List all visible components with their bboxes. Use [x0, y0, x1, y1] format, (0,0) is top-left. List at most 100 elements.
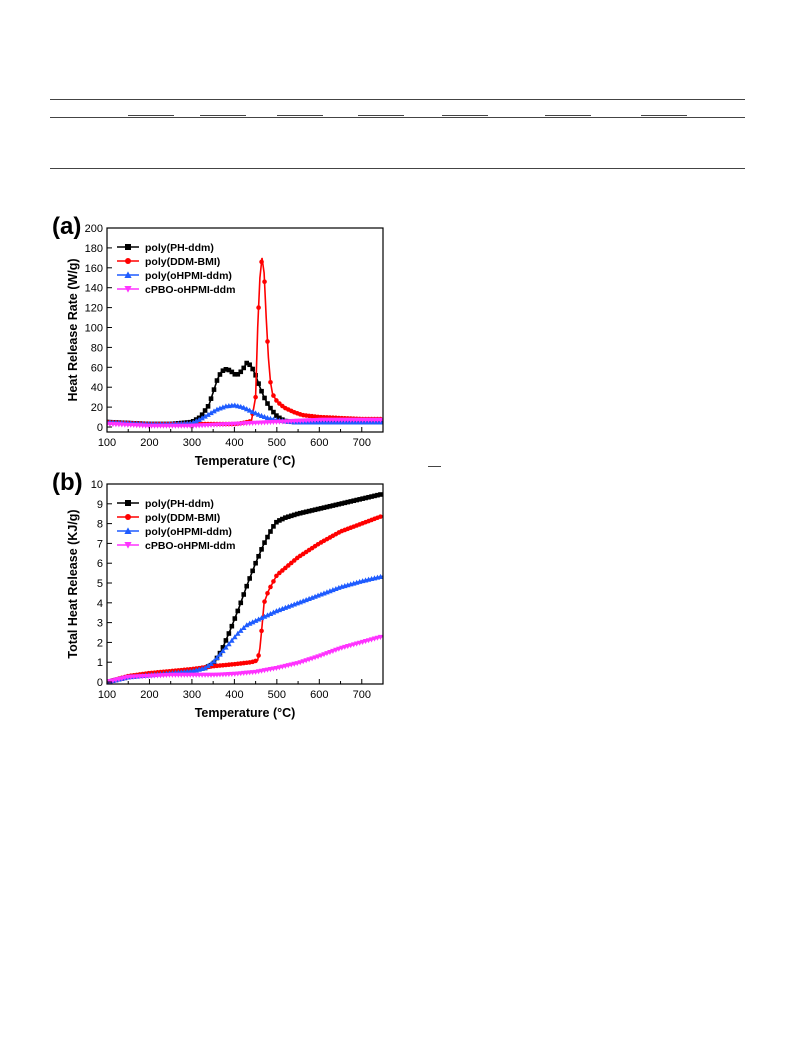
x-tick-label: 500: [268, 437, 286, 449]
data-point: [253, 560, 258, 566]
legend-label: poly(PH-ddm): [145, 242, 214, 254]
data-point: [303, 658, 309, 664]
data-point: [249, 619, 256, 625]
data-point: [274, 573, 279, 579]
y-tick-label: 20: [91, 402, 103, 414]
table-column-rule: [277, 115, 323, 116]
data-point: [235, 630, 241, 636]
legend-marker: [125, 500, 131, 506]
data-point: [196, 416, 202, 422]
data-point: [372, 493, 377, 499]
data-point: [303, 509, 309, 515]
y-tick-label: 0: [97, 677, 103, 689]
data-point: [330, 648, 336, 654]
data-point: [378, 514, 383, 519]
x-tick-label: 200: [140, 689, 158, 701]
x-tick-label: 700: [353, 689, 371, 701]
data-point: [280, 516, 285, 522]
data-point: [250, 568, 255, 574]
x-tick-label: 600: [310, 437, 328, 449]
data-point: [244, 360, 249, 366]
data-point: [265, 339, 270, 344]
data-point: [267, 610, 274, 617]
data-point: [321, 505, 327, 510]
data-point: [241, 365, 247, 371]
data-point: [309, 508, 315, 513]
data-point: [235, 608, 241, 614]
y-tick-label: 5: [97, 578, 103, 590]
table-column-rule: [641, 115, 687, 116]
y-tick-label: 7: [97, 538, 103, 550]
data-point: [241, 592, 247, 597]
data-point: [232, 616, 238, 621]
table-column-rule: [358, 115, 404, 116]
data-point: [300, 659, 306, 665]
data-point: [268, 405, 273, 411]
data-point: [259, 547, 264, 552]
data-point: [306, 657, 312, 663]
data-point: [217, 372, 223, 377]
data-point: [324, 651, 330, 657]
data-point: [351, 498, 357, 504]
data-point: [258, 615, 265, 621]
data-point: [217, 651, 223, 657]
x-tick-label: 100: [98, 437, 116, 449]
data-point: [330, 503, 336, 508]
legend-label: cPBO-oHPMI-ddm: [145, 284, 235, 296]
data-point: [324, 504, 330, 510]
data-point: [271, 393, 276, 398]
data-point: [312, 655, 318, 661]
series-group: [107, 417, 383, 429]
data-point: [377, 573, 383, 579]
data-point: [312, 507, 318, 513]
data-point: [249, 408, 256, 414]
y-tick-label: 80: [91, 342, 103, 354]
data-point: [247, 362, 252, 368]
legend-marker: [124, 271, 132, 278]
y-tick-label: 100: [85, 323, 103, 335]
data-point: [262, 279, 267, 285]
table-bottom-rule: [50, 168, 745, 169]
data-point: [274, 413, 279, 418]
data-point: [315, 654, 321, 660]
data-point: [256, 305, 261, 310]
data-point: [339, 501, 345, 506]
data-point: [258, 412, 265, 418]
x-axis-title: Temperature (°C): [195, 454, 296, 468]
y-tick-label: 40: [91, 382, 103, 394]
data-point: [294, 511, 300, 517]
table-column-rule: [442, 115, 488, 116]
data-point: [336, 646, 342, 652]
legend-marker: [124, 527, 132, 534]
plot-frame: [106, 483, 384, 685]
data-point: [377, 634, 383, 640]
data-point: [240, 625, 247, 631]
y-tick-label: 4: [97, 598, 103, 610]
legend-marker: [124, 286, 132, 293]
x-tick-label: 600: [310, 689, 328, 701]
y-axis-title: Heat Release Rate (W/g): [66, 258, 80, 401]
panel-label: (a): [52, 213, 81, 240]
legend-marker: [124, 542, 132, 549]
data-point: [223, 644, 229, 650]
data-point: [318, 506, 324, 511]
data-point: [261, 613, 268, 619]
data-point: [211, 658, 217, 664]
legend-label: poly(oHPMI-ddm): [145, 526, 232, 538]
data-point: [205, 663, 211, 669]
data-point: [253, 394, 258, 400]
legend-marker: [125, 514, 131, 520]
data-point: [318, 653, 324, 659]
data-point: [360, 496, 365, 501]
x-tick-label: 700: [353, 437, 371, 449]
data-point: [274, 519, 279, 525]
table-top-rule: [50, 99, 745, 100]
data-point: [208, 660, 214, 667]
data-point: [226, 367, 232, 373]
y-tick-label: 9: [97, 499, 103, 511]
table-column-rule: [128, 115, 174, 116]
plot-frame: [106, 227, 384, 433]
y-tick-label: 8: [97, 519, 103, 531]
data-point: [229, 623, 235, 629]
data-point: [286, 514, 291, 520]
